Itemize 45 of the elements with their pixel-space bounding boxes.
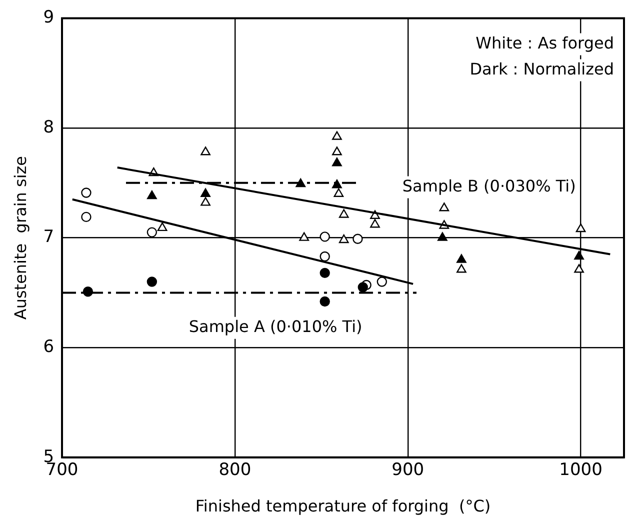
point (200, 146, 210, 156)
x-tick-label: 800 (218, 460, 252, 480)
point (338, 209, 349, 218)
point (456, 254, 466, 263)
point (332, 146, 342, 156)
y-tick-label: 7 (43, 227, 54, 248)
point (376, 276, 388, 287)
point (456, 264, 466, 273)
point (320, 296, 330, 307)
point (338, 234, 349, 244)
point (146, 227, 158, 238)
point (574, 264, 584, 273)
point (200, 197, 210, 206)
point (352, 234, 363, 244)
point (299, 232, 310, 241)
point (332, 131, 342, 140)
y-tick-label: 8 (43, 117, 54, 138)
point (334, 188, 344, 197)
x-axis-title: Finished temperature of forging (°C) (195, 496, 491, 516)
point (370, 219, 380, 228)
annotation: White : As forged (476, 33, 614, 52)
x-tick-label: 900 (392, 460, 424, 480)
point (81, 212, 92, 222)
point (200, 188, 210, 197)
point (320, 268, 330, 278)
y-axis-title: Austenite grain size (10, 156, 30, 320)
point (358, 282, 368, 292)
point (320, 232, 330, 242)
point (81, 188, 92, 198)
point (332, 179, 342, 188)
point (146, 276, 158, 287)
y-tick-label: 9 (43, 8, 54, 28)
annotation: Sample A (0·010% Ti) (188, 316, 362, 336)
point (576, 223, 586, 232)
point (332, 158, 342, 166)
point (157, 222, 168, 232)
point (439, 202, 450, 212)
point (147, 190, 157, 200)
annotation: Dark : Normalized (470, 59, 614, 78)
annotation: Sample B (0·030% Ti) (402, 176, 576, 196)
y-tick-label: 6 (43, 337, 54, 358)
x-tick-label: 1000 (559, 460, 602, 480)
point (320, 251, 330, 262)
point (574, 250, 584, 260)
point (438, 232, 448, 241)
